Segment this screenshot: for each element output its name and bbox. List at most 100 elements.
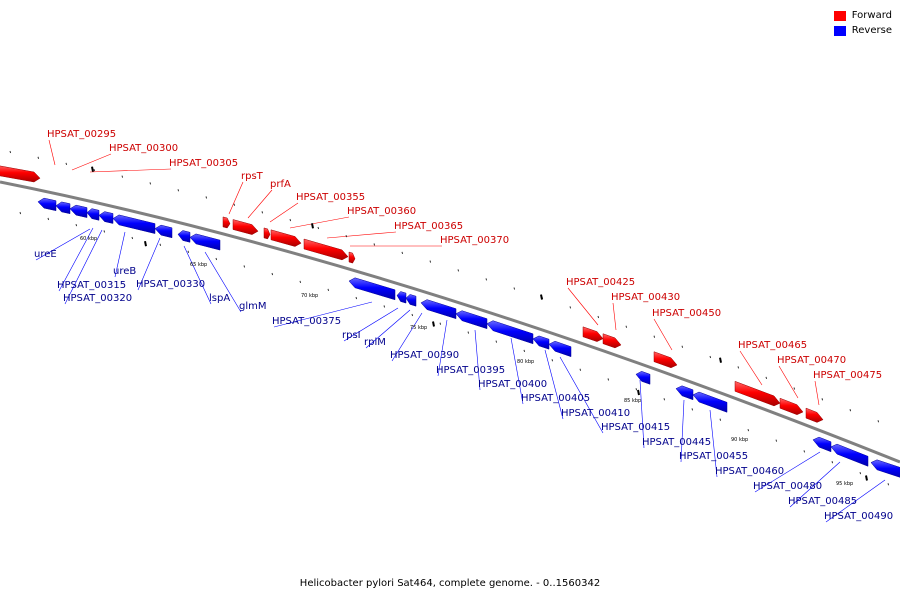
label-fwd-1[interactable]: HPSAT_00300 (109, 143, 178, 154)
label-rev-12-leader (474, 329, 481, 391)
gene-rev-18[interactable] (675, 385, 694, 401)
gene-rev-21[interactable] (830, 443, 869, 467)
gene-rev-10[interactable] (396, 291, 407, 304)
label-rev-10[interactable]: HPSAT_00390 (390, 350, 459, 361)
label-fwd-8[interactable]: HPSAT_00370 (440, 235, 509, 246)
gene-fwd-6[interactable] (348, 251, 356, 264)
label-rev-9[interactable]: rplM (364, 337, 386, 348)
label-rev-15-leader (559, 356, 604, 434)
gene-rev-11[interactable] (405, 294, 417, 307)
label-fwd-7[interactable]: HPSAT_00365 (394, 221, 463, 232)
tick-major (311, 223, 314, 229)
scale-label: 90 kbp (731, 437, 748, 443)
label-rev-7-leader (273, 301, 373, 328)
gene-fwd-3[interactable] (263, 227, 271, 240)
gene-rev-0[interactable] (37, 197, 57, 212)
gene-fwd-1[interactable] (222, 216, 231, 229)
label-fwd-13[interactable]: HPSAT_00470 (777, 355, 846, 366)
tick-upper (653, 335, 656, 338)
label-rev-20-leader (789, 461, 841, 508)
gene-fwd-2[interactable] (232, 219, 259, 235)
gene-rev-7[interactable] (177, 230, 191, 243)
gene-rev-22[interactable] (870, 459, 900, 479)
gene-rev-13[interactable] (455, 310, 488, 330)
gene-rev-15[interactable] (532, 335, 550, 350)
label-fwd-9[interactable]: HPSAT_00425 (566, 277, 635, 288)
label-rev-7[interactable]: HPSAT_00375 (272, 316, 341, 327)
label-rev-2-leader (64, 229, 103, 305)
gene-fwd-12[interactable] (805, 407, 824, 423)
gene-fwd-7[interactable] (582, 326, 604, 342)
label-fwd-0[interactable]: HPSAT_00295 (47, 129, 116, 140)
label-fwd-4[interactable]: prfA (270, 179, 291, 190)
label-rev-8[interactable]: rpsI (342, 330, 361, 341)
gene-fwd-11[interactable] (779, 397, 804, 415)
tick-major (719, 357, 722, 363)
gene-rev-4[interactable] (98, 211, 114, 224)
label-rev-14[interactable]: HPSAT_00410 (561, 408, 630, 419)
gene-fwd-9[interactable] (653, 351, 678, 369)
label-fwd-6[interactable]: HPSAT_00360 (347, 206, 416, 217)
tick-upper (485, 278, 488, 281)
gene-rev-20[interactable] (812, 436, 832, 453)
label-rev-15[interactable]: HPSAT_00415 (601, 422, 670, 433)
label-rev-14-leader (544, 349, 564, 420)
gene-fwd-4[interactable] (270, 229, 302, 247)
gene-fwd-5[interactable] (303, 238, 349, 261)
label-rev-13[interactable]: HPSAT_00405 (521, 393, 590, 404)
label-rev-19-leader (754, 451, 821, 493)
gene-rev-5[interactable] (112, 214, 156, 234)
label-fwd-2[interactable]: HPSAT_00305 (169, 158, 238, 169)
gene-rev-17[interactable] (635, 371, 651, 385)
label-rev-5-leader (183, 245, 212, 305)
tick-upper (457, 269, 460, 272)
gene-fwd-8[interactable] (602, 333, 622, 349)
label-rev-1-leader (58, 227, 94, 292)
gene-rev-12[interactable] (420, 299, 457, 320)
label-fwd-5[interactable]: HPSAT_00355 (296, 192, 365, 203)
label-rev-1[interactable]: HPSAT_00315 (57, 280, 126, 291)
gene-rev-6[interactable] (154, 224, 173, 239)
gene-fwd-0[interactable] (0, 165, 41, 183)
label-rev-21[interactable]: HPSAT_00490 (824, 511, 893, 522)
label-rev-4[interactable]: HPSAT_00330 (136, 279, 205, 290)
gene-fwd-10[interactable] (734, 380, 781, 407)
gene-rev-9[interactable] (348, 277, 396, 301)
label-fwd-11[interactable]: HPSAT_00450 (652, 308, 721, 319)
tick-upper (345, 234, 348, 238)
label-rev-17[interactable]: HPSAT_00455 (679, 451, 748, 462)
label-rev-16[interactable]: HPSAT_00445 (642, 437, 711, 448)
gene-rev-16[interactable] (548, 340, 572, 358)
label-fwd-12[interactable]: HPSAT_00465 (738, 340, 807, 351)
label-rev-2[interactable]: HPSAT_00320 (63, 293, 132, 304)
tick-upper (401, 251, 404, 255)
label-rev-11[interactable]: HPSAT_00395 (436, 365, 505, 376)
label-rev-12[interactable]: HPSAT_00400 (478, 379, 547, 390)
gene-rev-19[interactable] (692, 391, 728, 413)
scale-label: 60 kbp (80, 236, 97, 242)
tick-upper (121, 175, 124, 178)
gene-rev-2[interactable] (69, 204, 88, 218)
gene-rev-1[interactable] (55, 201, 71, 215)
label-rev-5[interactable]: lspA (209, 293, 230, 304)
gene-rev-14[interactable] (486, 320, 534, 345)
genome-title: Helicobacter pylori Sat464, complete gen… (299, 578, 601, 589)
label-rev-20[interactable]: HPSAT_00485 (788, 496, 857, 507)
label-rev-19[interactable]: HPSAT_00480 (753, 481, 822, 492)
gene-rev-8[interactable] (189, 233, 221, 251)
scale-labels: 60 kbp 65 kbp 70 kbp 75 kbp 80 kbp 85 kbp 90 k… (80, 236, 853, 487)
scale-label: 85 kbp (624, 398, 641, 404)
label-rev-18[interactable]: HPSAT_00460 (715, 466, 784, 477)
label-rev-3[interactable]: ureB (113, 266, 136, 277)
label-rev-0[interactable]: ureE (34, 249, 57, 260)
tick-upper (597, 315, 600, 319)
gene-rev-3[interactable] (86, 208, 100, 221)
tick-major (432, 321, 435, 327)
tick-upper (261, 211, 264, 214)
tick-lower (803, 450, 806, 453)
label-rev-11-leader (437, 319, 448, 377)
label-fwd-3[interactable]: rpsT (241, 171, 264, 182)
label-fwd-14[interactable]: HPSAT_00475 (813, 370, 882, 381)
label-fwd-10[interactable]: HPSAT_00430 (611, 292, 680, 303)
label-rev-6[interactable]: glmM (239, 301, 267, 312)
